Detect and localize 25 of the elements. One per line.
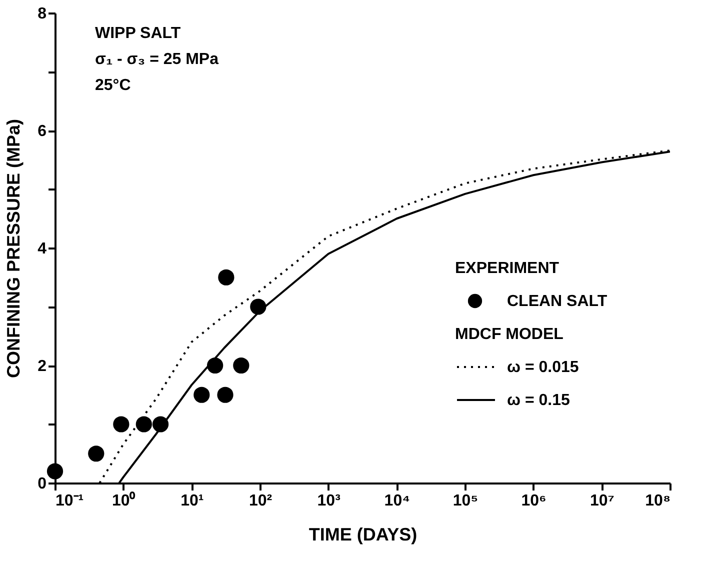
legend-label: ω = 0.15 (507, 392, 570, 409)
legend-title: EXPERIMENT (455, 260, 560, 277)
y-tick-label: 4 (38, 240, 47, 258)
x-tick-label: 10⁰ (112, 492, 136, 510)
y-tick-label: 0 (38, 476, 47, 492)
x-tick-label: 10⁷ (590, 492, 614, 510)
x-tick-label: 10¹ (180, 492, 204, 510)
y-axis-title: CONFINING PRESSURE (MPa) (4, 118, 24, 378)
legend-label: CLEAN SALT (507, 293, 608, 310)
y-tick-label: 2 (38, 358, 47, 375)
annotation: WIPP SALT (95, 25, 181, 42)
x-tick-label: 10⁵ (452, 492, 478, 510)
x-tick-label: 10² (248, 492, 272, 510)
annotation: MDCF MODEL (455, 326, 564, 343)
x-tick-label: 10³ (317, 492, 340, 510)
y-tick-label: 8 (38, 6, 47, 22)
annotation: σ₁ - σ₃ = 25 MPa (95, 51, 219, 68)
x-axis-title: TIME (DAYS) (308, 524, 418, 544)
legend-label: ω = 0.015 (507, 359, 579, 376)
x-tick-label: 10⁶ (521, 492, 546, 510)
y-tick-label: 6 (38, 123, 47, 140)
x-tick-label: 10⁸ (645, 492, 670, 510)
annotation: 25°C (95, 77, 132, 94)
x-tick-label: 10⁴ (384, 492, 410, 510)
x-tick-label: 10⁻¹ (56, 492, 84, 510)
